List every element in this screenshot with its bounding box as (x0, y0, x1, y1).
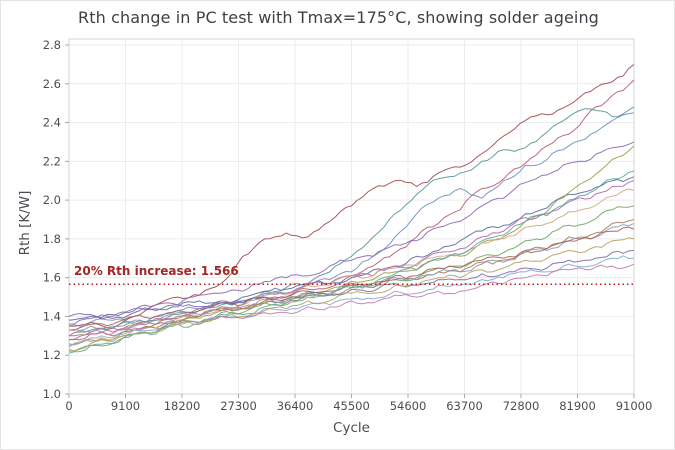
y-tick-label: 1.0 (43, 387, 61, 401)
y-tick-label: 1.2 (43, 348, 61, 362)
series-line (69, 112, 634, 327)
x-tick-label: 63700 (446, 399, 483, 413)
y-tick-label: 2.8 (43, 38, 61, 52)
tick-labels: 0 9100 18200 27300 36400 45500 54600 63700 72800… (43, 38, 653, 413)
x-tick-label: 18200 (164, 399, 201, 413)
x-axis-title: Cycle (333, 420, 370, 436)
threshold-annotation: 20% Rth increase: 1.566 (74, 264, 239, 279)
x-tick-label: 91000 (616, 399, 653, 413)
series-line (69, 145, 634, 346)
y-tick-label: 2.0 (43, 193, 61, 207)
series-line (69, 219, 634, 337)
series-line (69, 141, 634, 325)
series-line (69, 237, 634, 352)
x-tick-label: 36400 (277, 399, 314, 413)
x-tick-label: 45500 (333, 399, 370, 413)
series-line (69, 250, 634, 319)
series-line (69, 255, 634, 346)
y-tick-label: 1.8 (43, 232, 61, 246)
y-tick-label: 1.4 (43, 309, 61, 323)
y-tick-label: 2.6 (43, 77, 61, 91)
series-line (69, 64, 634, 331)
series-lines (69, 64, 634, 354)
series-line (69, 226, 634, 327)
y-tick-label: 2.4 (43, 116, 61, 130)
series-line (69, 263, 634, 337)
series-line (69, 170, 634, 354)
y-tick-label: 2.2 (43, 154, 61, 168)
x-tick-label: 54600 (390, 399, 427, 413)
chart-title: Rth change in PC test with Tmax=175°C, s… (78, 8, 599, 27)
y-tick-label: 1.6 (43, 271, 61, 285)
x-tick-label: 27300 (220, 399, 257, 413)
x-tick-label: 81900 (559, 399, 596, 413)
tick-marks (65, 44, 635, 398)
series-line (69, 176, 634, 321)
x-tick-label: 72800 (503, 399, 540, 413)
x-tick-label: 0 (65, 399, 72, 413)
x-tick-label: 9100 (111, 399, 140, 413)
